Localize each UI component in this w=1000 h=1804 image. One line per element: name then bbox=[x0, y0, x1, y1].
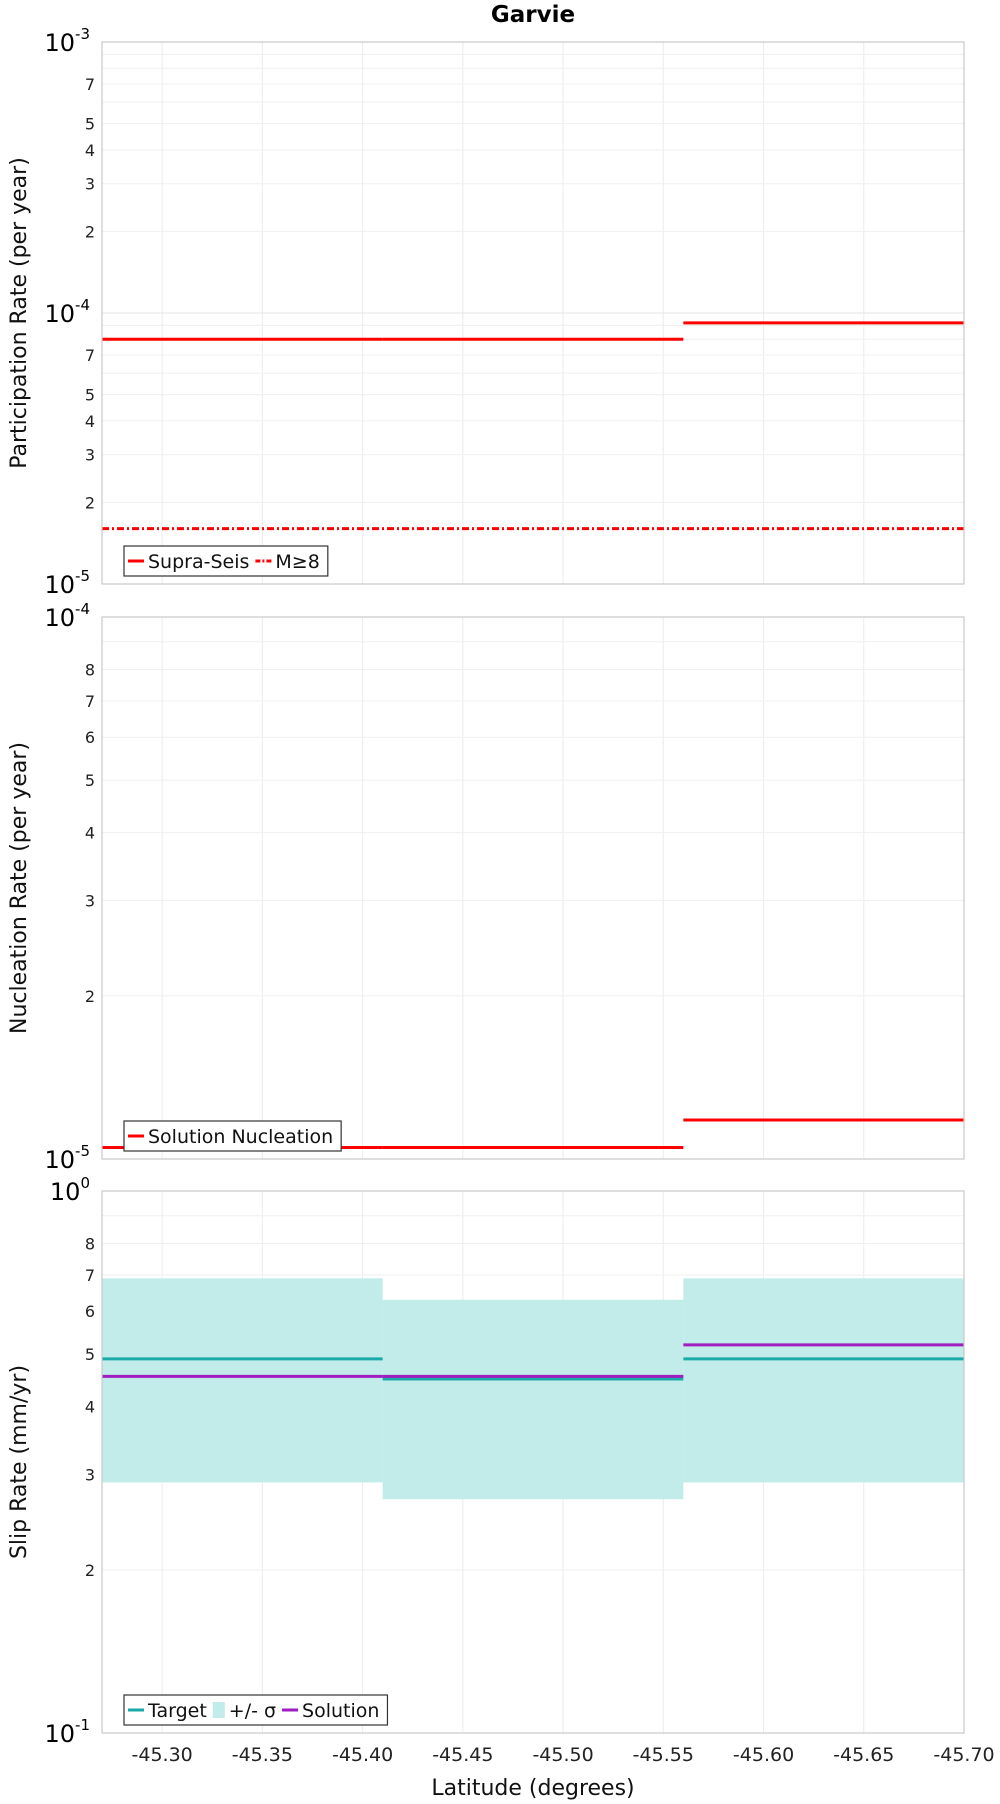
y-tick-label: 2 bbox=[85, 1561, 95, 1580]
y-tick-label: 5 bbox=[85, 1345, 95, 1364]
panel-1: 10-3 7 5 4 3 2 10-4 7 5 4 3 2 10-5 Participation Rate… bbox=[7, 2, 965, 599]
y-tick-label: 7 bbox=[85, 346, 95, 365]
y-tick-label: 3 bbox=[85, 446, 95, 465]
legend: Solution Nucleation bbox=[123, 1120, 342, 1152]
legend-box bbox=[123, 1120, 342, 1152]
y-tick-label: 4 bbox=[85, 141, 95, 160]
y-tick-label: 7 bbox=[85, 692, 95, 711]
x-tick-label: -45.30 bbox=[132, 1744, 193, 1766]
plot-frame bbox=[101, 41, 965, 585]
legend-label: Solution Nucleation bbox=[148, 1126, 333, 1148]
y-tick-label: 10-1 bbox=[44, 1716, 90, 1748]
legend: Supra-Seis M≥8 bbox=[123, 545, 329, 577]
y-tick-label: 10-4 bbox=[44, 600, 90, 632]
y-tick-label: 6 bbox=[85, 728, 95, 747]
y-tick-label: 2 bbox=[85, 987, 95, 1006]
y-axis-label: Slip Rate (mm/yr) bbox=[7, 1365, 32, 1559]
y-tick-label: 3 bbox=[85, 891, 95, 910]
y-tick-label: 10-5 bbox=[44, 567, 90, 599]
legend-label: Target bbox=[147, 1700, 207, 1722]
band-sigma bbox=[102, 1278, 383, 1483]
y-tick-label: 10-3 bbox=[44, 25, 90, 57]
x-tick-label: -45.45 bbox=[432, 1744, 493, 1766]
y-tick-label: 3 bbox=[85, 1465, 95, 1484]
y-tick-label: 7 bbox=[85, 1266, 95, 1285]
band-sigma bbox=[382, 1299, 684, 1500]
legend-box bbox=[123, 545, 329, 577]
y-tick-label: 3 bbox=[85, 175, 95, 194]
y-tick-label: 2 bbox=[85, 493, 95, 512]
y-tick-label: 4 bbox=[85, 1398, 95, 1417]
y-tick-label: 5 bbox=[85, 115, 95, 134]
y-tick-label: 10-4 bbox=[44, 296, 90, 328]
plot-frame bbox=[101, 616, 965, 1160]
y-tick-label: 100 bbox=[50, 1174, 90, 1206]
y-tick-label: 7 bbox=[85, 75, 95, 94]
y-tick-label: 4 bbox=[85, 412, 95, 431]
legend-label: Supra-Seis bbox=[148, 551, 249, 573]
x-tick-label: -45.55 bbox=[633, 1744, 694, 1766]
x-tick-label: -45.60 bbox=[733, 1744, 794, 1766]
chart-title: Garvie bbox=[491, 2, 575, 28]
y-axis-label: Participation Rate (per year) bbox=[7, 157, 32, 469]
x-tick-label: -45.40 bbox=[332, 1744, 393, 1766]
y-tick-label: 10-5 bbox=[44, 1142, 90, 1174]
y-tick-label: 2 bbox=[85, 222, 95, 241]
panel-3: 100 8 7 6 5 4 3 2 10-1 -45.30 -45.35 -45.40 -45.45 -4… bbox=[7, 1174, 995, 1801]
y-tick-label: 6 bbox=[85, 1302, 95, 1321]
plot-frame bbox=[101, 1190, 965, 1734]
legend-label: +/- σ bbox=[229, 1700, 276, 1722]
x-tick-label: -45.65 bbox=[833, 1744, 894, 1766]
panel-2: 10-4 8 7 6 5 4 3 2 10-5 Nucleation Rate (per year… bbox=[7, 600, 965, 1174]
band-sigma bbox=[683, 1278, 964, 1483]
y-tick-label: 5 bbox=[85, 386, 95, 405]
legend-swatch bbox=[212, 1702, 225, 1718]
legend-label: M≥8 bbox=[275, 551, 319, 573]
x-tick-label: -45.35 bbox=[232, 1744, 293, 1766]
y-axis-label: Nucleation Rate (per year) bbox=[7, 742, 32, 1034]
plot-area bbox=[102, 617, 964, 1159]
legend-box bbox=[123, 1694, 389, 1726]
x-tick-label: -45.70 bbox=[933, 1744, 994, 1766]
x-tick-label: -45.50 bbox=[532, 1744, 593, 1766]
y-tick-label: 4 bbox=[85, 824, 95, 843]
y-tick-label: 8 bbox=[85, 1235, 95, 1254]
legend: Target +/- σ Solution bbox=[123, 1694, 389, 1726]
legend-label: Solution bbox=[302, 1700, 379, 1722]
y-tick-label: 8 bbox=[85, 661, 95, 680]
y-tick-label: 5 bbox=[85, 771, 95, 790]
x-axis-label: Latitude (degrees) bbox=[431, 1776, 634, 1800]
